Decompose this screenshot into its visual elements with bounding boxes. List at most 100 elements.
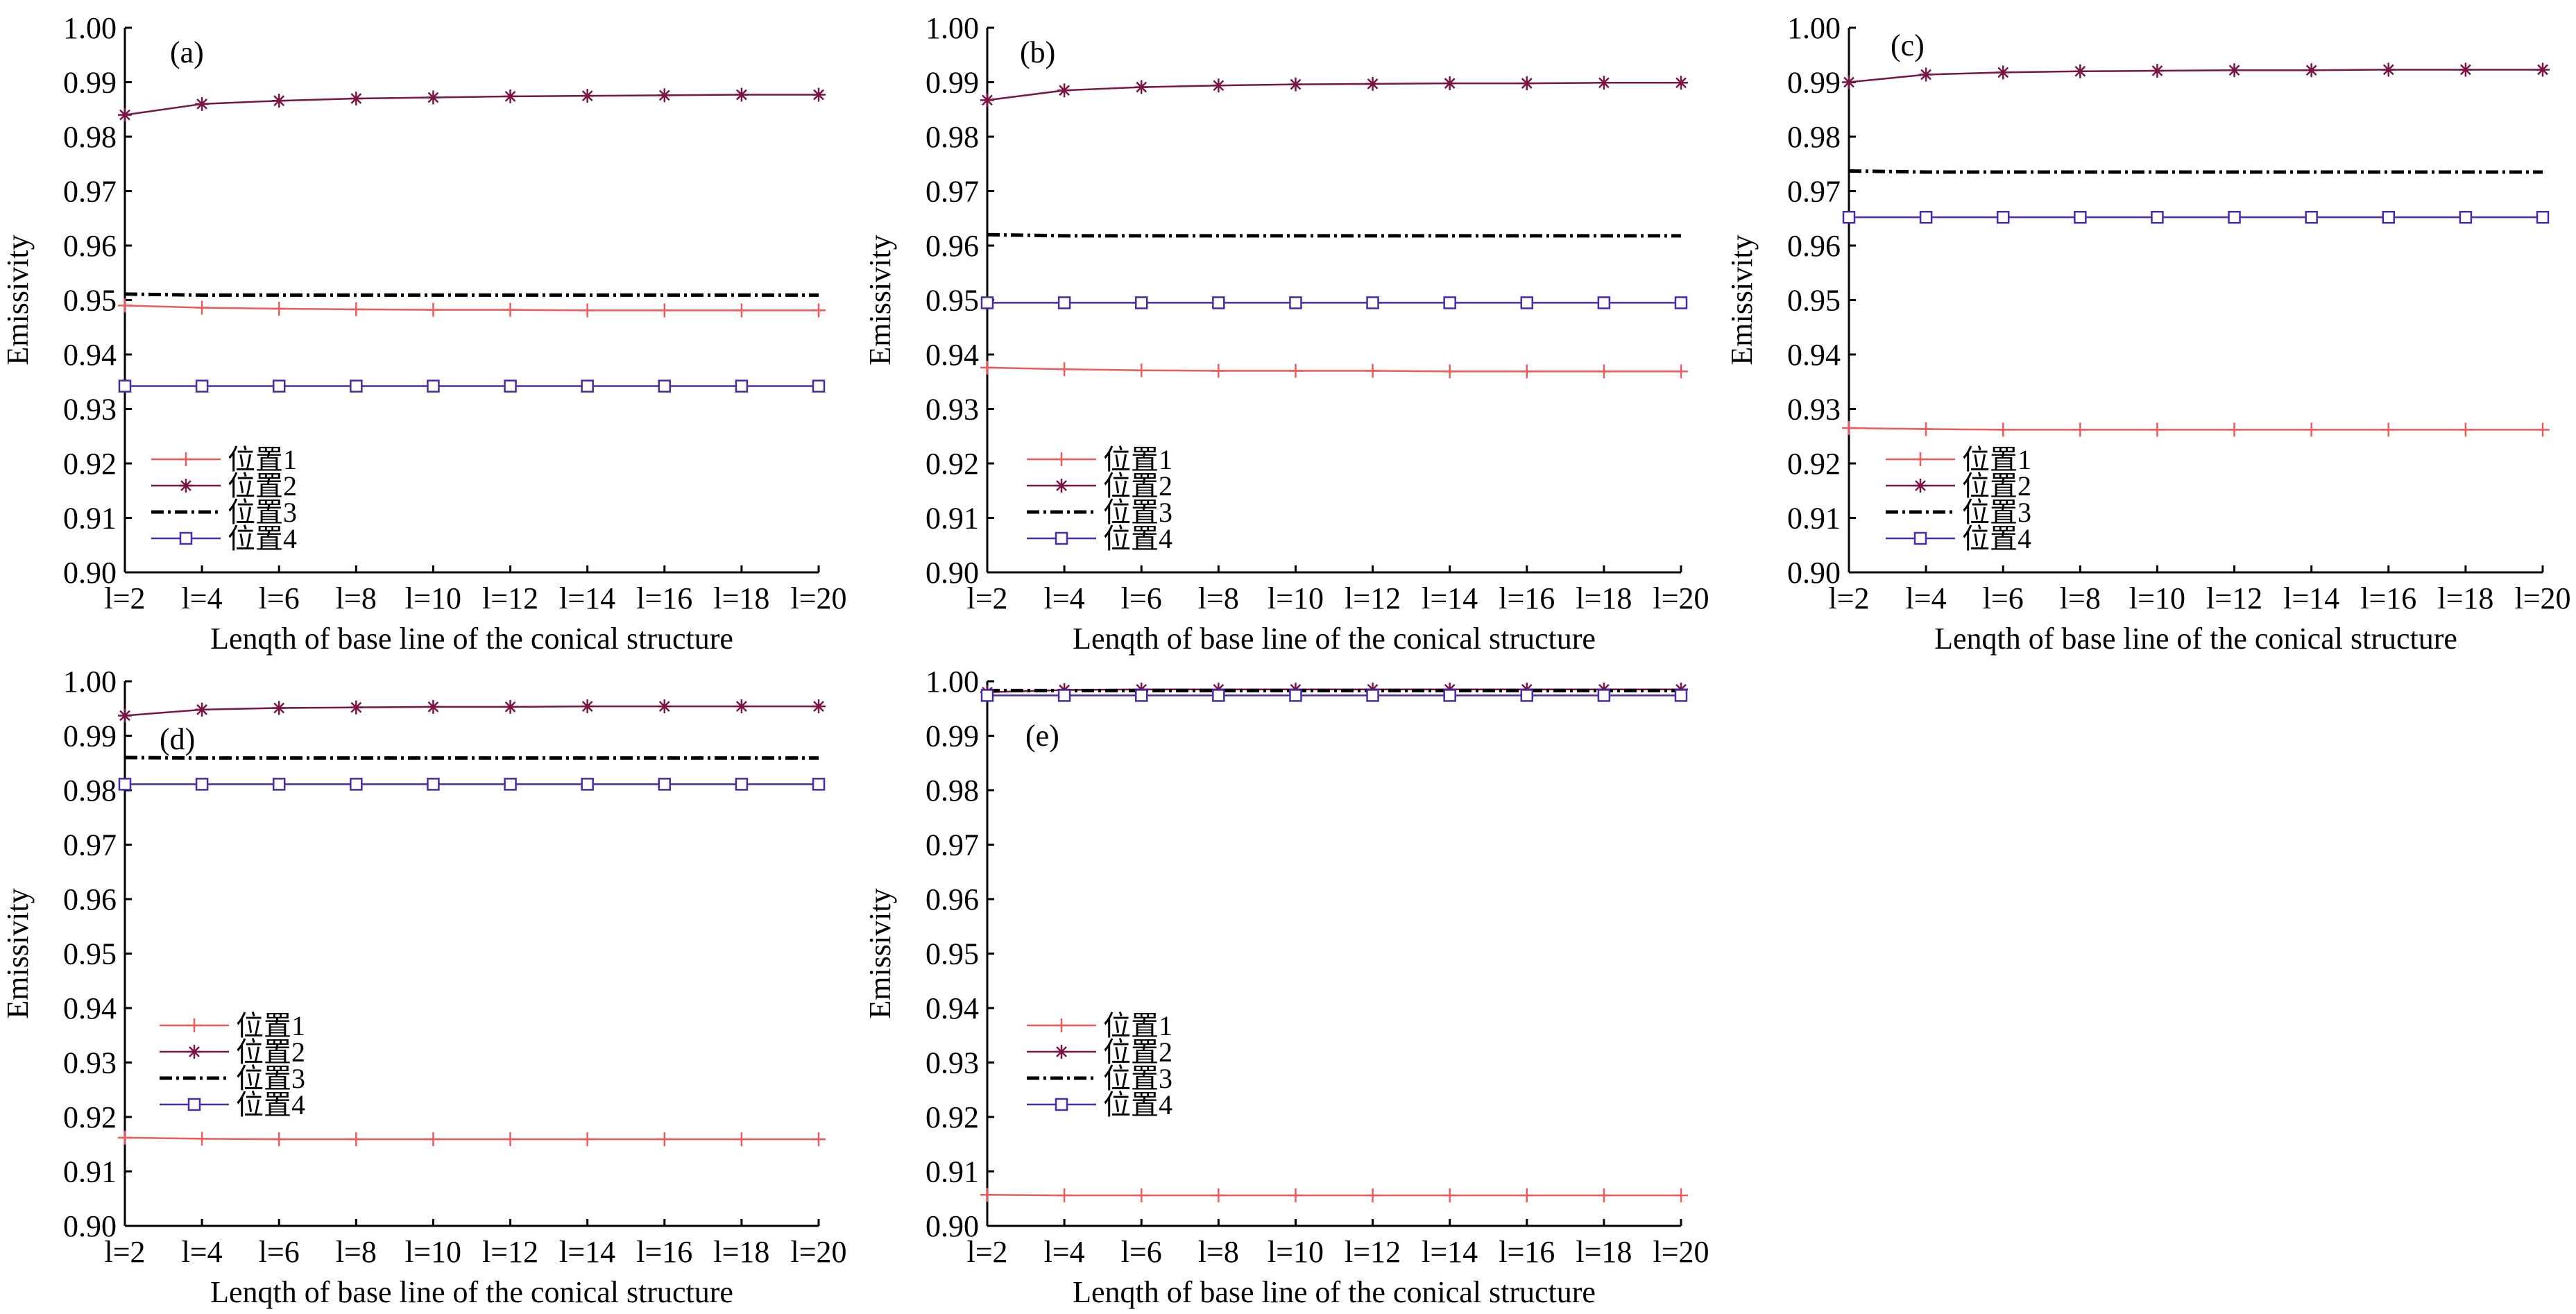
series-2-point <box>349 92 363 105</box>
series-1-point <box>1597 364 1611 378</box>
series-4-point <box>1444 297 1456 308</box>
y-tick-label: 0.98 <box>926 774 979 808</box>
series-1-point <box>349 1132 363 1146</box>
panel-label: (b) <box>1020 35 1055 69</box>
series-2-point <box>195 97 209 111</box>
series-2-point <box>118 708 132 722</box>
series-4-point <box>982 690 993 701</box>
y-tick-label: 0.94 <box>63 991 117 1025</box>
y-tick-label: 0.98 <box>926 120 979 154</box>
series-4-point <box>1521 297 1533 308</box>
y-tick-label: 0.95 <box>926 937 979 971</box>
series-4-point <box>659 778 670 790</box>
y-tick-label: 0.92 <box>63 1100 117 1134</box>
series-4-point <box>2151 212 2163 223</box>
y-tick-label: 0.98 <box>63 120 117 154</box>
legend-marker-2 <box>1055 479 1068 493</box>
x-tick-label: l=2 <box>104 581 145 615</box>
series-1-point <box>1211 364 1225 378</box>
legend-marker-4 <box>1056 1099 1067 1110</box>
y-tick-label: 0.91 <box>63 1155 117 1189</box>
series-4-point <box>427 381 438 392</box>
series-1-point <box>581 303 595 317</box>
y-tick-label: 0.95 <box>1787 284 1841 318</box>
y-tick-label: 0.93 <box>926 1046 979 1080</box>
series-4-point <box>2074 212 2085 223</box>
legend-label-4: 位置4 <box>1103 1089 1172 1120</box>
y-tick-label: 0.97 <box>63 175 117 209</box>
x-tick-label: l=4 <box>182 1235 223 1269</box>
x-tick-label: l=6 <box>259 1235 300 1269</box>
series-2-point <box>272 94 286 108</box>
series-1-point <box>426 303 440 317</box>
x-tick-label: l=20 <box>1653 581 1709 615</box>
panel-label: (a) <box>170 35 204 69</box>
series-1-point <box>658 303 672 317</box>
legend: 位置1位置2位置3位置4 <box>1027 444 1172 554</box>
series-1-point <box>2150 423 2164 436</box>
y-tick-label: 0.95 <box>63 937 117 971</box>
series-line-3 <box>1849 171 2543 172</box>
x-tick-label: l=18 <box>713 581 769 615</box>
legend: 位置1位置2位置3位置4 <box>1027 1010 1172 1120</box>
y-tick-label: 0.93 <box>63 1046 117 1080</box>
y-axis-title: Emissivity <box>863 234 897 365</box>
x-tick-label: l=6 <box>1121 581 1162 615</box>
x-tick-label: l=10 <box>1268 581 1324 615</box>
series-2-point <box>2150 64 2164 78</box>
series-4-point <box>813 778 824 790</box>
y-tick-label: 0.94 <box>926 338 979 372</box>
chart-panel-b: 0.900.910.920.930.940.950.960.970.980.99… <box>863 11 1709 656</box>
series-2-point <box>1134 80 1148 94</box>
y-tick-label: 0.91 <box>63 502 117 536</box>
series-4-point <box>2306 212 2317 223</box>
series-1-point <box>195 1132 209 1145</box>
series-1-point <box>504 1132 518 1146</box>
x-tick-label: l=14 <box>1422 1235 1478 1269</box>
legend: 位置1位置2位置3位置4 <box>1886 444 2031 554</box>
series-4-point <box>1367 297 1379 308</box>
series-2-point <box>504 700 518 714</box>
y-tick-label: 0.92 <box>926 447 979 481</box>
legend-label-4: 位置4 <box>228 523 297 554</box>
series-1-point <box>1443 364 1457 378</box>
y-tick-label: 0.99 <box>926 719 979 753</box>
series-4-point <box>1136 690 1147 701</box>
series-2-point <box>581 699 595 713</box>
x-tick-label: l=14 <box>1422 581 1478 615</box>
series-2-point <box>1842 76 1856 89</box>
y-tick-label: 0.92 <box>63 447 117 481</box>
x-tick-label: l=16 <box>2360 581 2416 615</box>
series-4-point <box>1997 212 2008 223</box>
y-tick-label: 0.92 <box>926 1100 979 1134</box>
series-1-point <box>2382 423 2396 436</box>
y-tick-label: 0.93 <box>926 393 979 427</box>
y-tick-label: 0.96 <box>926 229 979 263</box>
series-1-point <box>1134 1188 1148 1202</box>
series-1-point <box>812 303 826 317</box>
series-1-point <box>980 361 994 375</box>
series-4-point <box>1843 212 1854 223</box>
series-2-point <box>1996 65 2010 79</box>
y-axis-title: Emissivity <box>1 888 35 1018</box>
y-tick-label: 0.99 <box>1787 66 1841 100</box>
series-1-point <box>118 1131 132 1145</box>
series-4-point <box>119 381 130 392</box>
x-axis-title: Lenqth of base line of the conical struc… <box>1073 622 1596 656</box>
series-4-point <box>1213 690 1224 701</box>
series-4-point <box>196 778 207 790</box>
series-line-1 <box>125 1138 819 1139</box>
series-1-point <box>1520 1188 1534 1202</box>
legend: 位置1位置2位置3位置4 <box>160 1010 305 1120</box>
series-4-point <box>582 778 593 790</box>
series-1-point <box>1288 364 1302 378</box>
series-2-point <box>1443 76 1457 90</box>
series-2-point <box>349 701 363 715</box>
y-tick-label: 1.00 <box>63 665 117 699</box>
x-tick-label: l=6 <box>259 581 300 615</box>
y-tick-label: 1.00 <box>926 665 979 699</box>
series-4-point <box>1136 297 1147 308</box>
series-1-point <box>1919 423 1933 436</box>
series-2-point <box>658 699 672 713</box>
